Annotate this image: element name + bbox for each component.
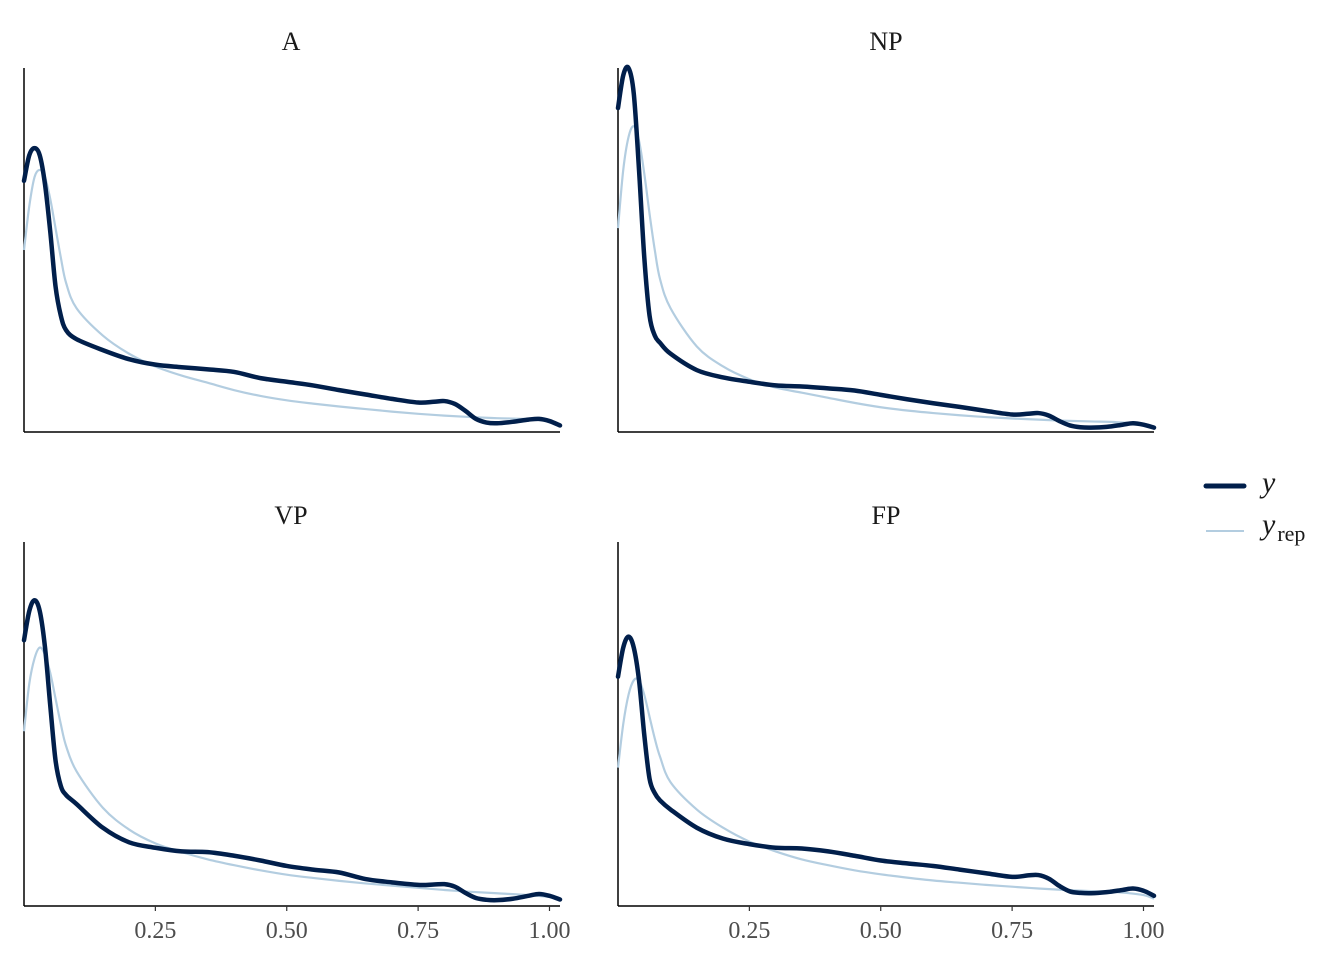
x-tick-label-fp-0: 0.25 [728, 918, 770, 944]
yrep-line-vp [22, 646, 561, 901]
panel-np-plot [615, 64, 1157, 433]
y-line-vp [21, 597, 563, 903]
yrep-line-a [22, 168, 561, 426]
panel-title-vp: VP [274, 501, 307, 530]
panel-a: A [21, 27, 563, 433]
legend-yrep-label: yrep [1259, 508, 1305, 546]
panel-fp: FP 0.25 0.50 0.75 1.00 [615, 501, 1164, 944]
x-tick-label-fp-2: 0.75 [991, 918, 1033, 944]
panel-fp-plot: 0.25 0.50 0.75 1.00 [615, 542, 1164, 944]
yrep-line-fp [616, 677, 1155, 900]
y-line-np [615, 64, 1157, 430]
legend-yrep-subscript: rep [1277, 521, 1305, 546]
panel-title-a: A [282, 27, 301, 56]
x-tick-label-vp-2: 0.75 [397, 918, 439, 944]
panel-a-plot [21, 68, 563, 433]
y-line-fp [615, 634, 1157, 899]
yrep-line-np [616, 125, 1155, 428]
x-tick-label-vp-0: 0.25 [134, 918, 176, 944]
x-tick-label-vp-1: 0.50 [266, 918, 308, 944]
panel-vp-plot: 0.25 0.50 0.75 1.00 [21, 542, 570, 944]
legend: y yrep [1203, 466, 1305, 546]
legend-yrep-base: y [1259, 508, 1276, 541]
y-line-a [21, 145, 563, 428]
panel-title-np: NP [869, 27, 902, 56]
x-tick-label-fp-3: 1.00 [1122, 918, 1164, 944]
legend-y-label: y [1259, 466, 1276, 499]
panel-vp: VP 0.25 0.50 0.75 1.00 [21, 501, 570, 944]
panel-np: NP [615, 27, 1157, 433]
panel-title-fp: FP [872, 501, 901, 530]
x-tick-label-fp-1: 0.50 [860, 918, 902, 944]
x-tick-label-vp-3: 1.00 [528, 918, 570, 944]
